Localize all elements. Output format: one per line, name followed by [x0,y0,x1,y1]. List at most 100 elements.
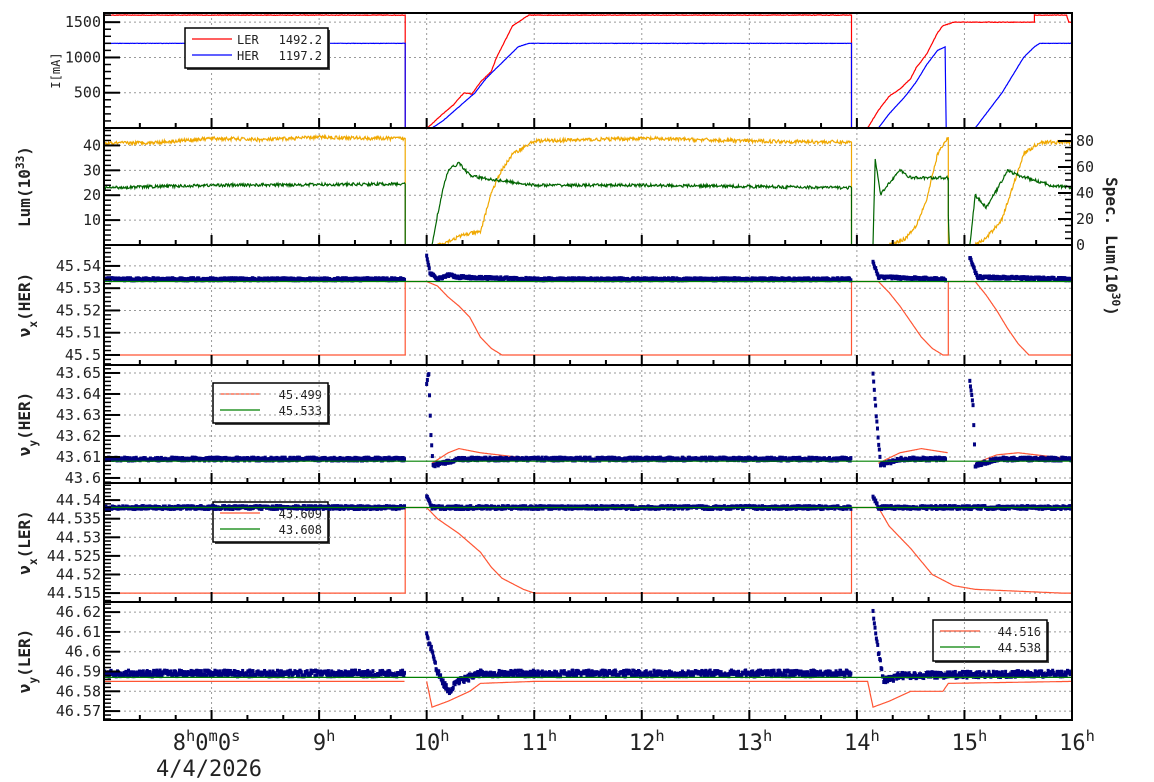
label-part: x [27,321,40,328]
y-tick-label: 500 [74,84,101,102]
data-point-measured [947,506,951,511]
data-point-measured [872,496,876,501]
label-part: (HER) [15,273,34,321]
data-point-measured [680,457,684,462]
data-point-measured [287,458,291,463]
data-point-measured [873,396,877,401]
label-part: x [27,558,40,565]
legend-box [184,27,329,69]
data-point-measured [156,673,160,678]
data-point-measured [876,272,880,277]
data-point-measured [585,504,589,509]
data-point-measured [967,504,971,509]
data-point-measured [976,504,980,509]
label-part: y [27,440,40,447]
data-point-measured [872,261,876,266]
data-point-measured [403,504,407,509]
y-tick-label: 44.515 [47,584,101,602]
data-point-measured [425,382,429,387]
data-point-measured [214,458,218,463]
data-point-measured [312,455,316,460]
data-point-measured [196,672,200,677]
data-point-measured [258,504,262,509]
data-point-measured [944,457,948,462]
data-point-measured [192,669,196,674]
data-point-measured [403,457,407,462]
data-point-measured [400,458,404,463]
data-point-measured [425,377,429,382]
data-point-measured [543,458,547,463]
data-point-measured [213,668,217,673]
data-point-measured [631,504,635,509]
data-point-measured [215,670,219,675]
data-point-measured [223,668,227,673]
data-point-measured [972,442,976,447]
data-point-measured [123,455,127,460]
data-point-measured [972,266,976,271]
data-point-measured [1012,455,1016,460]
y-tick-label: 43.65 [56,364,101,382]
data-point-measured [972,423,976,428]
data-point-measured [145,669,149,674]
data-point-measured [280,455,284,460]
data-point-measured [974,270,978,275]
legend-value: 45.499 [279,388,322,402]
series-line-set [426,680,1072,708]
data-point-measured [426,260,430,265]
series-line-set [104,280,1072,356]
data-point-measured [845,506,849,511]
data-point-measured [250,674,254,679]
data-point-measured [874,414,878,419]
label-part: ν [15,447,34,457]
y-tick-label: 45.52 [56,301,101,319]
y-axis-label: νx(LER) [15,510,40,575]
data-point-measured [303,504,307,509]
data-point-measured [141,669,145,674]
data-point-measured [942,506,946,511]
data-point-measured [764,458,768,463]
data-point-measured [437,277,441,282]
label-part: Lum(10 [15,169,34,227]
data-point-measured [978,504,982,509]
data-point-measured [465,504,469,509]
y2-tick-label: 0 [1076,236,1085,254]
data-point-measured [335,506,339,511]
data-point-measured [876,435,880,440]
data-point-measured [155,668,159,673]
data-point-measured [197,669,201,674]
y-tick-label: 44.54 [56,491,101,509]
y-tick-label: 40 [83,136,101,154]
data-point-measured [430,454,434,459]
data-point-measured [427,266,431,271]
data-point-measured [135,670,139,675]
data-point-measured [912,455,916,460]
data-point-measured [635,455,639,460]
y-tick-label: 10 [83,211,101,229]
y2-tick-label: 80 [1076,132,1094,150]
data-point-measured [875,501,879,506]
data-point-measured [150,674,154,679]
data-point-measured [226,668,230,673]
data-point-measured [666,457,670,462]
data-point-measured [245,672,249,677]
y-tick-label: 30 [83,161,101,179]
data-point-measured [234,458,238,463]
legend-box [212,382,329,424]
data-point-measured [875,426,879,431]
data-point-measured [871,371,875,376]
y-tick-label: 1000 [65,48,101,66]
y-axis-label: Lum(1033) [14,146,35,227]
data-point-measured [849,456,853,461]
y-tick-label: 45.54 [56,257,101,275]
data-point-measured [874,403,878,408]
data-point-measured [557,506,561,511]
label-part: ) [15,146,34,156]
data-point-measured [925,506,929,511]
series-line-Lum [104,158,1072,245]
legend-box [932,619,1048,662]
y-axis-label: νy(HER) [15,392,40,457]
data-point-measured [256,455,260,460]
